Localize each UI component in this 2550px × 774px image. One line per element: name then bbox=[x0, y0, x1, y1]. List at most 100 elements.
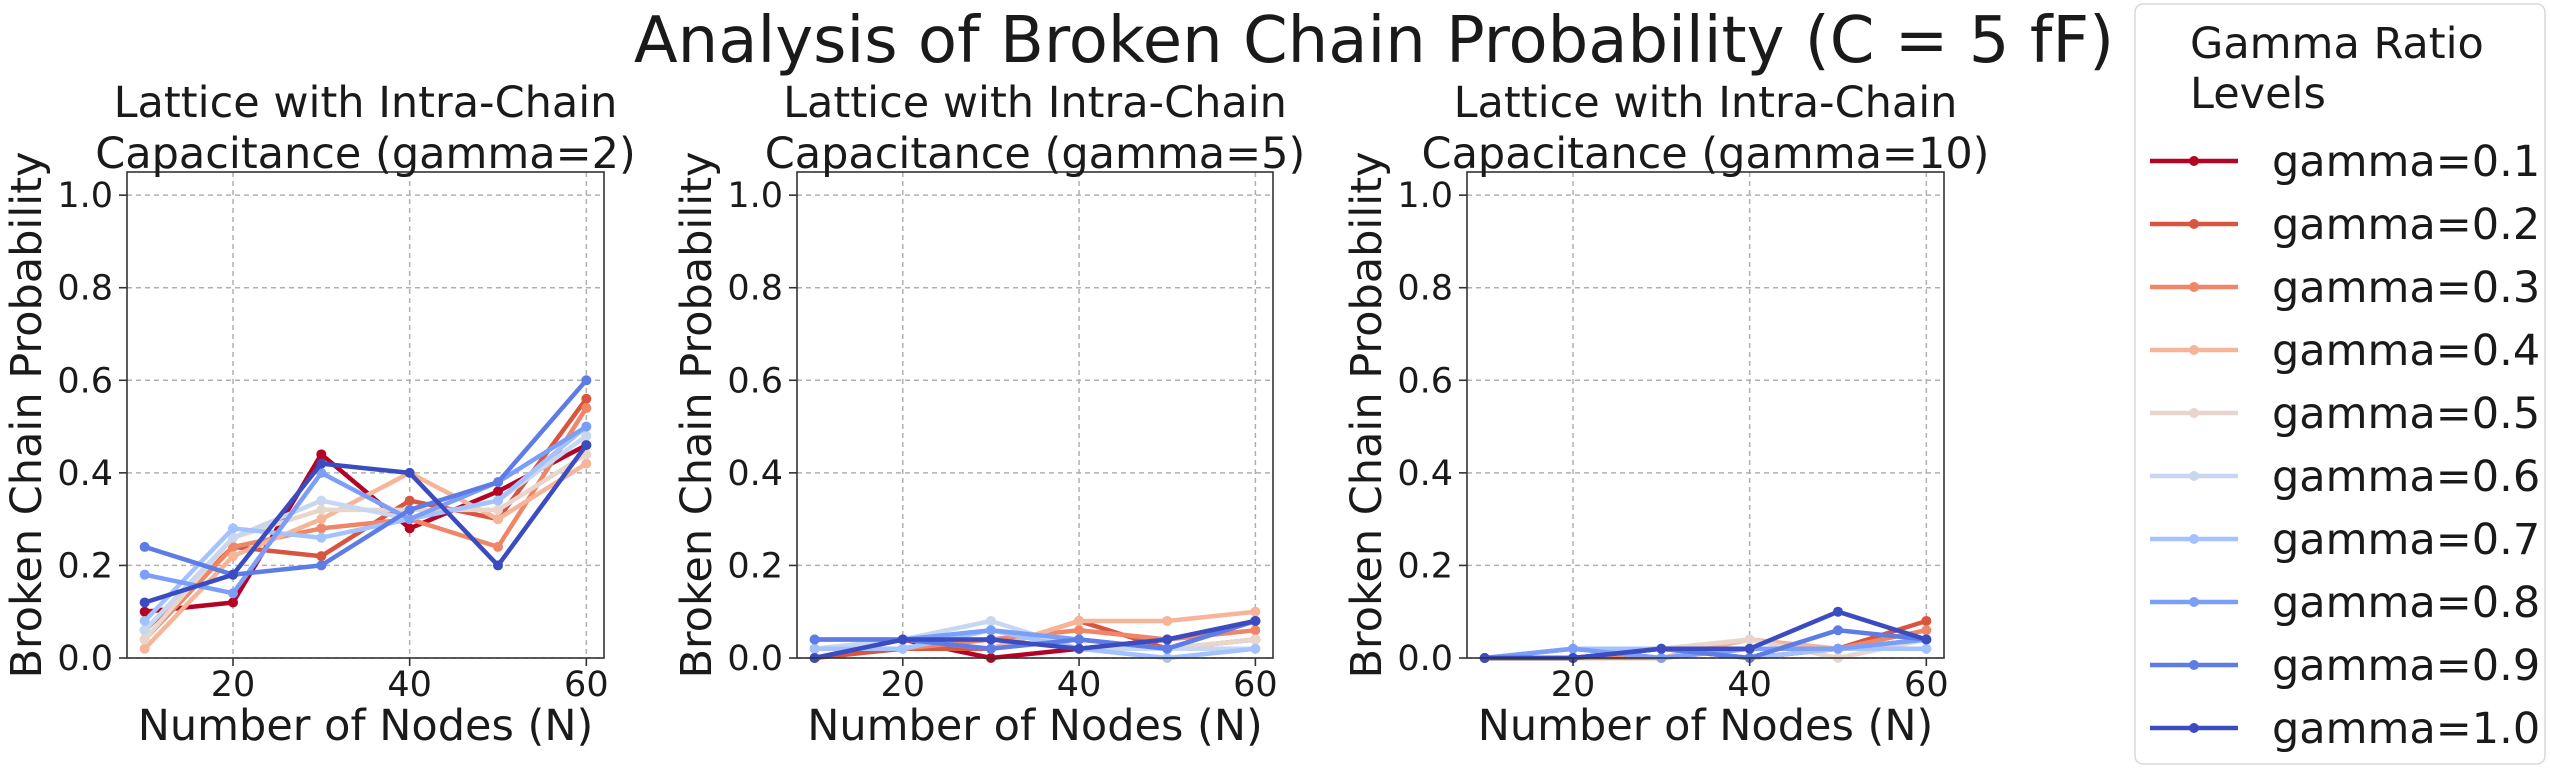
data-point bbox=[985, 615, 996, 626]
data-point bbox=[139, 606, 150, 617]
series-line bbox=[142, 442, 589, 605]
y-tick-label: 0.6 bbox=[57, 361, 113, 401]
data-point bbox=[1744, 643, 1755, 654]
y-tick-label: 0.6 bbox=[727, 361, 783, 401]
legend-label: gamma=0.4 bbox=[2272, 326, 2540, 376]
y-axis-label: Broken Chain Probability bbox=[2, 151, 52, 678]
data-point bbox=[897, 634, 908, 645]
x-axis-label: Number of Nodes (N) bbox=[1478, 701, 1934, 751]
plot-frame bbox=[796, 171, 1274, 659]
data-point bbox=[1074, 615, 1085, 626]
series-line bbox=[812, 627, 1258, 661]
data-point bbox=[228, 588, 238, 599]
data-point bbox=[1921, 625, 1932, 636]
legend-swatch-marker bbox=[2189, 597, 2199, 607]
legend-entry: gamma=0.8 bbox=[2150, 578, 2540, 628]
data-point bbox=[493, 504, 503, 515]
data-point bbox=[316, 523, 327, 534]
data-point bbox=[985, 634, 996, 645]
data-point bbox=[316, 551, 327, 562]
data-point bbox=[1250, 625, 1261, 636]
data-point bbox=[316, 458, 327, 469]
data-point bbox=[228, 523, 238, 534]
legend-label: gamma=0.9 bbox=[2272, 641, 2540, 691]
legend-swatch-marker bbox=[2189, 660, 2199, 670]
data-point bbox=[493, 514, 503, 525]
data-point bbox=[581, 440, 592, 451]
data-point bbox=[316, 467, 327, 478]
figure-title: Analysis of Broken Chain Probability (C … bbox=[634, 4, 2114, 78]
data-point bbox=[1921, 615, 1932, 626]
x-tick-label: 40 bbox=[1057, 665, 1102, 705]
y-tick-label: 0.2 bbox=[1397, 546, 1453, 586]
legend-swatch-marker bbox=[2189, 219, 2199, 229]
subplot-title-line: Capacitance (gamma=2) bbox=[95, 129, 636, 179]
legend-swatch-marker bbox=[2189, 156, 2199, 166]
data-point bbox=[493, 486, 503, 497]
data-point bbox=[1656, 643, 1667, 654]
data-point bbox=[897, 643, 908, 654]
data-point bbox=[139, 615, 150, 626]
y-tick-label: 0.8 bbox=[727, 269, 783, 309]
x-tick-label: 20 bbox=[881, 665, 926, 705]
data-point bbox=[493, 477, 503, 488]
y-tick-label: 0.2 bbox=[57, 546, 113, 586]
legend-swatch-marker bbox=[2189, 534, 2199, 544]
data-point bbox=[404, 504, 415, 515]
legend-title-line: Gamma Ratio bbox=[2190, 19, 2484, 69]
data-point bbox=[1250, 634, 1261, 645]
y-tick-label: 0.0 bbox=[1397, 639, 1453, 679]
series-line bbox=[142, 405, 589, 642]
data-point bbox=[228, 532, 238, 543]
data-point bbox=[228, 569, 238, 580]
x-tick-label: 20 bbox=[1551, 665, 1596, 705]
subplot-title-line: Lattice with Intra-Chain bbox=[1454, 78, 1958, 128]
legend-label: gamma=0.7 bbox=[2272, 515, 2540, 565]
data-point bbox=[1833, 606, 1843, 617]
series-gamma-0-3 bbox=[139, 403, 592, 645]
data-point bbox=[809, 634, 820, 645]
data-point bbox=[228, 551, 238, 562]
data-point bbox=[139, 597, 150, 608]
chart-panel-1: 20 40 60 0.0 0.2 0.4 0.6 0.8 1.0 Lattice with Int… bbox=[2, 78, 636, 751]
data-point bbox=[1568, 643, 1578, 654]
series-line bbox=[812, 618, 1258, 661]
data-point bbox=[1162, 643, 1173, 654]
y-tick-label: 0.0 bbox=[727, 639, 783, 679]
data-point bbox=[1074, 625, 1085, 636]
data-point bbox=[581, 393, 592, 404]
data-point bbox=[139, 634, 150, 645]
x-tick-label: 40 bbox=[1727, 665, 1772, 705]
y-tick-label: 0.2 bbox=[727, 546, 783, 586]
chart-panel-2: 20 40 60 0.0 0.2 0.4 0.6 0.8 1.0 Lattice with Int… bbox=[672, 78, 1305, 751]
y-axis-label: Broken Chain Probability bbox=[672, 151, 722, 678]
data-point bbox=[1921, 634, 1932, 645]
legend-swatch-marker bbox=[2189, 282, 2199, 292]
data-point bbox=[581, 421, 592, 432]
data-point bbox=[316, 532, 327, 543]
data-point bbox=[228, 541, 238, 552]
data-point bbox=[139, 625, 150, 636]
plot-frame bbox=[1466, 171, 1945, 659]
series-gamma-0-2 bbox=[139, 393, 592, 636]
x-tick-label: 60 bbox=[1904, 665, 1949, 705]
legend-swatch-marker bbox=[2189, 345, 2199, 355]
x-axis-label: Number of Nodes (N) bbox=[807, 701, 1263, 751]
chart-panel-3: 20 40 60 0.0 0.2 0.4 0.6 0.8 1.0 Lattice with Int… bbox=[1342, 78, 1989, 751]
data-point bbox=[139, 643, 150, 654]
legend-label: gamma=0.8 bbox=[2272, 578, 2540, 628]
data-point bbox=[316, 495, 327, 506]
series-line bbox=[142, 442, 589, 614]
data-point bbox=[1074, 643, 1085, 654]
legend-entry: gamma=0.4 bbox=[2150, 326, 2540, 376]
data-point bbox=[1162, 634, 1173, 645]
y-tick-label: 0.8 bbox=[1397, 269, 1453, 309]
x-tick-label: 20 bbox=[211, 665, 256, 705]
legend-swatch-marker bbox=[2189, 408, 2199, 418]
legend-title-line: Levels bbox=[2190, 69, 2326, 119]
y-tick-label: 0.4 bbox=[57, 454, 113, 494]
y-tick-label: 1.0 bbox=[1397, 176, 1453, 216]
data-point bbox=[404, 467, 415, 478]
data-point bbox=[493, 541, 503, 552]
